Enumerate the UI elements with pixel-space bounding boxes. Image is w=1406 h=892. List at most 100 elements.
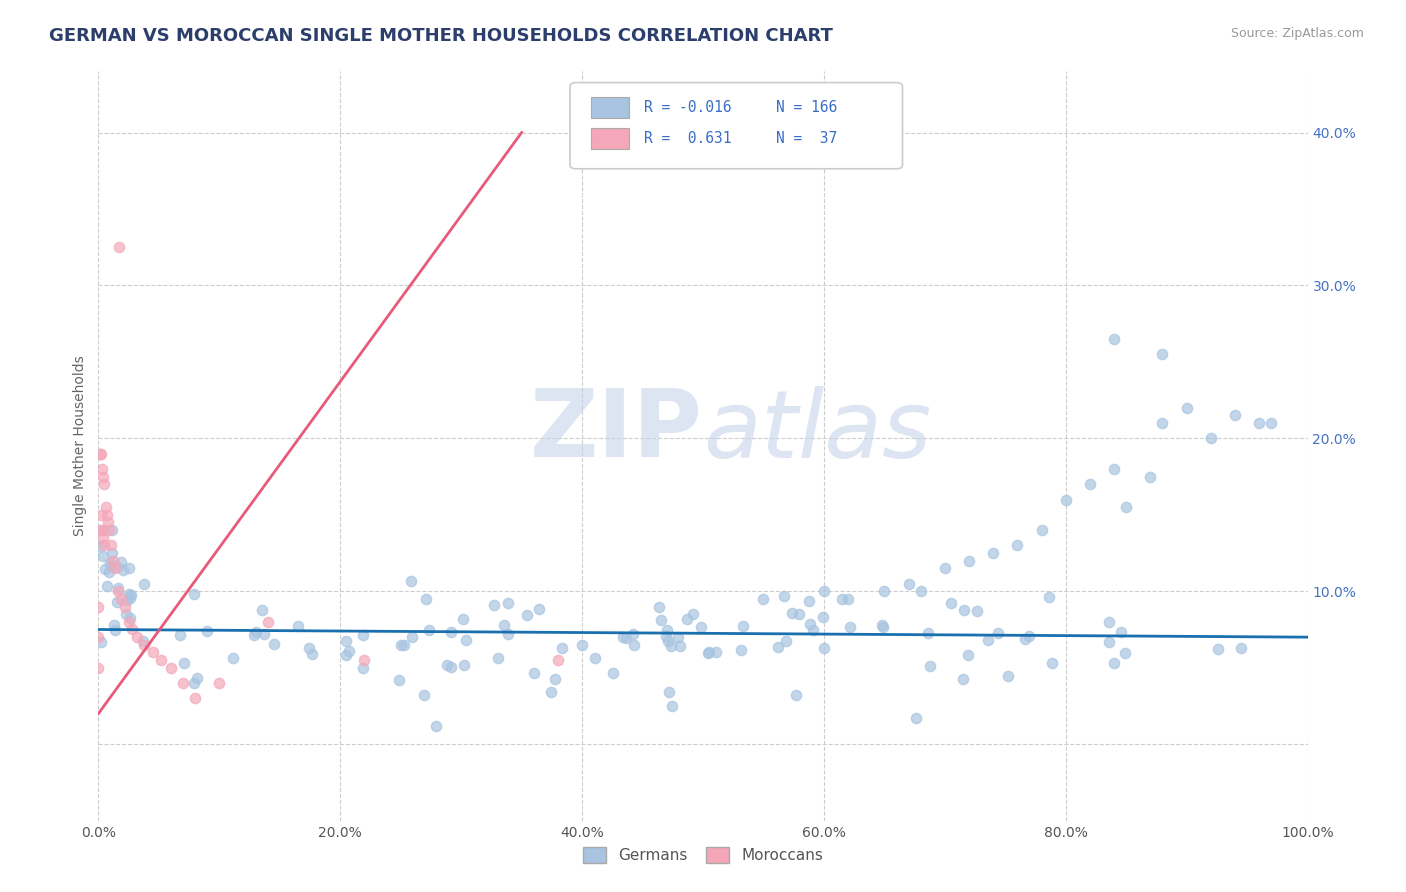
Point <box>799 593 821 607</box>
Point <box>571 639 593 653</box>
Point <box>981 546 1004 560</box>
Text: N =  37: N = 37 <box>776 130 837 145</box>
Point <box>100 556 122 570</box>
Point <box>544 672 567 686</box>
Point <box>172 676 194 690</box>
Point <box>91 469 114 483</box>
Point <box>977 632 1000 647</box>
Text: R = -0.016: R = -0.016 <box>644 100 731 115</box>
Point <box>614 632 637 646</box>
Point <box>253 627 276 641</box>
Point <box>107 581 129 595</box>
Point <box>111 563 134 577</box>
Point <box>897 576 920 591</box>
Point <box>1014 632 1036 646</box>
Point <box>668 639 690 653</box>
Point <box>100 546 122 560</box>
Point <box>108 240 131 254</box>
Point <box>91 462 114 476</box>
Point <box>91 531 114 545</box>
Point <box>120 588 142 602</box>
Point <box>93 538 115 552</box>
Text: N = 166: N = 166 <box>776 100 837 115</box>
Point <box>440 625 463 640</box>
Point <box>352 661 374 675</box>
Point <box>910 584 932 599</box>
Point <box>97 565 120 579</box>
Text: Source: ZipAtlas.com: Source: ZipAtlas.com <box>1230 27 1364 40</box>
Point <box>801 624 824 638</box>
Text: GERMAN VS MOROCCAN SINGLE MOTHER HOUSEHOLDS CORRELATION CHART: GERMAN VS MOROCCAN SINGLE MOTHER HOUSEHO… <box>49 27 834 45</box>
Point <box>90 447 112 461</box>
Point <box>904 711 927 725</box>
Point <box>117 592 139 607</box>
Point <box>107 584 129 599</box>
Point <box>100 538 122 552</box>
Point <box>401 630 423 644</box>
Point <box>1115 500 1137 515</box>
Point <box>1223 409 1246 423</box>
Point <box>335 634 357 648</box>
Point <box>939 596 962 610</box>
Point <box>486 650 509 665</box>
Point <box>733 618 755 632</box>
Point <box>104 624 127 638</box>
Point <box>93 477 115 491</box>
Point <box>118 591 141 606</box>
Point <box>482 598 505 612</box>
Point <box>160 661 183 675</box>
Point <box>547 653 569 667</box>
Point <box>730 643 752 657</box>
Point <box>1249 416 1271 430</box>
Point <box>436 657 458 672</box>
Point <box>301 648 323 662</box>
Point <box>837 591 859 606</box>
Point <box>659 640 682 654</box>
Point <box>134 577 156 591</box>
Point <box>813 641 835 656</box>
Point <box>953 602 976 616</box>
Point <box>298 640 321 655</box>
Point <box>97 516 120 530</box>
Point <box>413 688 436 702</box>
Point <box>169 628 191 642</box>
Point <box>1152 347 1174 361</box>
Point <box>121 623 143 637</box>
Point <box>920 658 942 673</box>
Point <box>623 638 645 652</box>
Point <box>650 613 672 627</box>
Point <box>183 587 205 601</box>
Point <box>952 673 974 687</box>
Point <box>987 625 1010 640</box>
Point <box>115 607 138 622</box>
Point <box>93 562 115 576</box>
Point <box>127 630 149 644</box>
Point <box>89 523 111 537</box>
Point <box>838 620 860 634</box>
Point <box>186 671 208 685</box>
Point <box>87 630 110 644</box>
Point <box>917 626 939 640</box>
Point <box>89 539 111 553</box>
Point <box>873 584 896 599</box>
Point <box>91 549 114 563</box>
Point <box>1260 416 1282 430</box>
Point <box>90 635 112 649</box>
Point <box>957 554 980 568</box>
Point <box>1199 431 1222 445</box>
Text: atlas: atlas <box>703 385 931 476</box>
Point <box>242 628 264 642</box>
Point <box>1038 590 1060 604</box>
Point <box>811 610 834 624</box>
Point <box>118 611 141 625</box>
Point <box>752 591 775 606</box>
Point <box>496 596 519 610</box>
Point <box>87 599 110 614</box>
Point <box>418 623 440 637</box>
Point <box>118 615 141 629</box>
Point <box>658 685 681 699</box>
Point <box>222 651 245 665</box>
Point <box>1102 332 1125 346</box>
Point <box>110 591 132 606</box>
Point <box>1111 625 1133 640</box>
